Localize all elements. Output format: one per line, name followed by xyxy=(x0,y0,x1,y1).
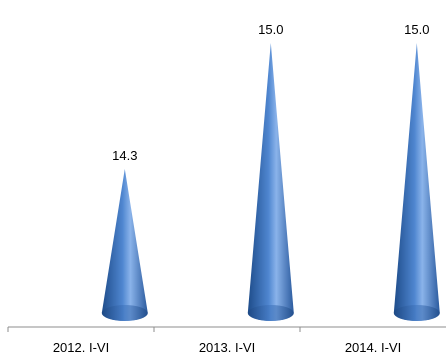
data-label: 15.0 xyxy=(258,22,283,37)
cone-bar xyxy=(393,43,440,321)
cone-bar xyxy=(247,43,294,321)
cone-body xyxy=(247,43,294,321)
cone-series xyxy=(101,43,440,321)
x-tick-label: 2012. I-VI xyxy=(53,340,109,355)
x-tick-label: 2014. I-VI xyxy=(345,340,401,355)
x-axis xyxy=(7,326,446,332)
data-labels: 14.3 15.0 15.0 xyxy=(112,22,429,163)
cone-body xyxy=(393,43,440,321)
cone-body xyxy=(101,169,148,321)
x-axis-tick-labels: 2012. I-VI 2013. I-VI 2014. I-VI xyxy=(53,340,401,355)
data-label: 14.3 xyxy=(112,148,137,163)
x-tick-label: 2013. I-VI xyxy=(199,340,255,355)
cone-base xyxy=(393,305,440,321)
cone-base xyxy=(101,305,148,321)
data-label: 15.0 xyxy=(404,22,429,37)
cone-base xyxy=(247,305,294,321)
cone-bar xyxy=(101,169,148,321)
